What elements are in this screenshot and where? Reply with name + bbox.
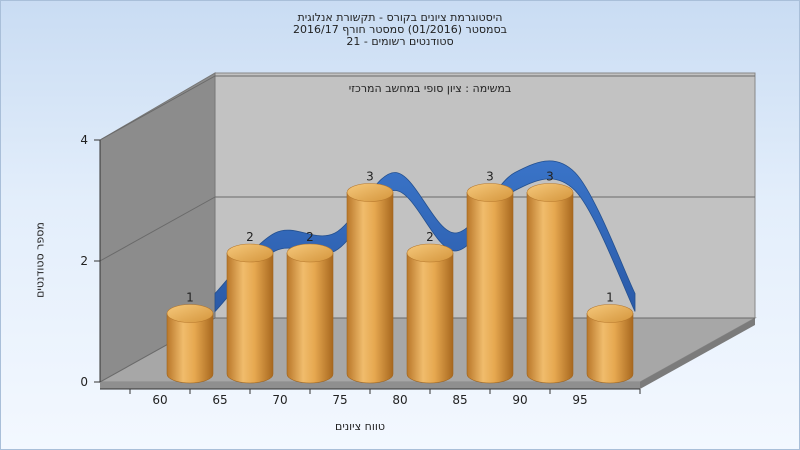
bar-top bbox=[466, 183, 514, 202]
bar bbox=[226, 243, 274, 384]
bar-top bbox=[166, 304, 214, 323]
data-label: 2 bbox=[426, 230, 434, 244]
bar-body bbox=[526, 192, 574, 384]
grid-line-side bbox=[99, 196, 216, 262]
chart-title-line-3: סטודנטים רשומים - 21 bbox=[346, 35, 454, 48]
y-axis-label: מספר סטודנטים bbox=[33, 222, 47, 298]
bar-body bbox=[346, 192, 394, 384]
chart-title-line-2: בסמסטר (01/2016) סמסטר חורף 2016/17 bbox=[293, 23, 507, 36]
bar-top bbox=[346, 183, 394, 202]
floor-edge-side bbox=[640, 318, 755, 389]
data-label: 3 bbox=[546, 170, 554, 184]
bar-body bbox=[286, 252, 334, 384]
bar-top bbox=[286, 243, 334, 263]
bar-body bbox=[226, 252, 274, 384]
data-label: 3 bbox=[366, 170, 374, 184]
bar bbox=[286, 243, 334, 384]
data-label: 2 bbox=[246, 230, 254, 244]
x-tick-label: 75 bbox=[332, 393, 347, 407]
bar-top bbox=[406, 243, 454, 263]
grid-line-side bbox=[99, 75, 216, 141]
bar bbox=[586, 304, 634, 384]
bar-body bbox=[166, 313, 214, 384]
x-tick-label: 95 bbox=[572, 393, 587, 407]
bar bbox=[466, 183, 514, 384]
bar-body bbox=[466, 192, 514, 384]
series-bars bbox=[166, 183, 634, 384]
x-tick-label: 85 bbox=[452, 393, 467, 407]
chart-axes: 0 2 4 60 65 70 75 80 85 90 95 bbox=[80, 133, 641, 407]
chart-title-line-1: היסטוגרמת ציונים בקורס - תקשורת אנלוגית bbox=[297, 11, 503, 24]
bar-top bbox=[526, 183, 574, 202]
y-tick-label: 0 bbox=[80, 375, 88, 389]
chart-subtitle: במשימה : ציון סופי במחשב המרכזי bbox=[348, 82, 512, 95]
x-tick-label: 80 bbox=[392, 393, 407, 407]
data-labels: 1 2 2 3 2 3 3 1 bbox=[186, 170, 614, 305]
x-tick-label: 90 bbox=[512, 393, 527, 407]
bar bbox=[346, 183, 394, 384]
data-label: 1 bbox=[606, 291, 614, 305]
bar-top bbox=[586, 304, 634, 323]
y-tick-label: 4 bbox=[80, 133, 88, 147]
data-label: 2 bbox=[306, 230, 314, 244]
bar-top bbox=[226, 243, 274, 263]
bar-body bbox=[586, 313, 634, 384]
data-label: 1 bbox=[186, 291, 194, 305]
bar bbox=[166, 304, 214, 384]
x-tick-label: 60 bbox=[152, 393, 167, 407]
x-tick-label: 70 bbox=[272, 393, 287, 407]
x-tick-label: 65 bbox=[212, 393, 227, 407]
bar bbox=[526, 183, 574, 384]
floor-edge bbox=[100, 382, 640, 389]
bar bbox=[406, 243, 454, 384]
data-label: 3 bbox=[486, 170, 494, 184]
bar-body bbox=[406, 252, 454, 384]
y-tick-label: 2 bbox=[80, 254, 88, 268]
x-axis-label: טווח ציונים bbox=[335, 420, 385, 433]
